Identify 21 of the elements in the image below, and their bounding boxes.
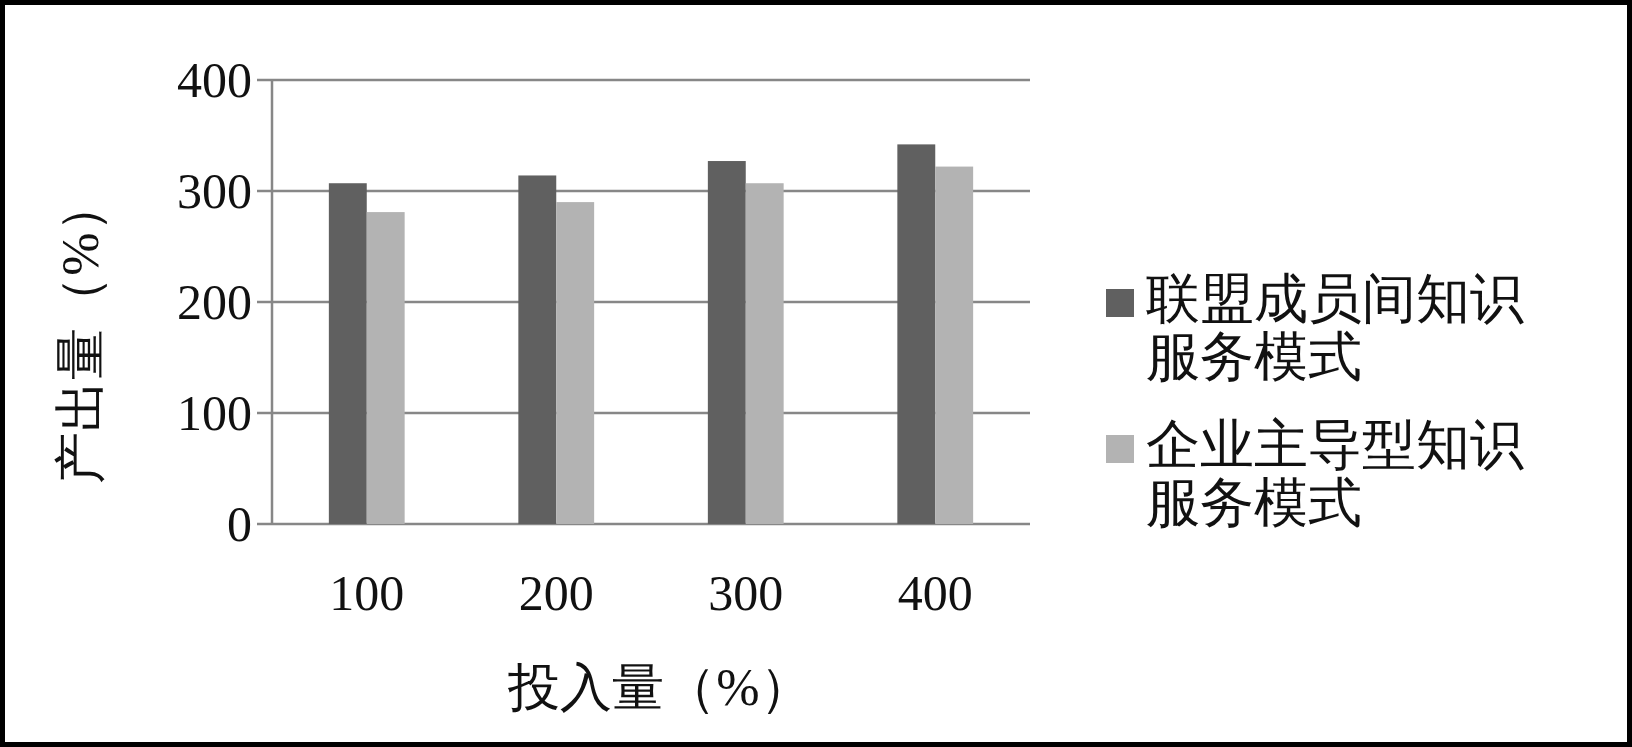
x-tick-label: 200	[518, 565, 594, 621]
bar	[556, 202, 595, 524]
x-tick-label: 400	[897, 565, 973, 621]
bar	[328, 183, 367, 524]
bar	[935, 166, 974, 524]
x-tick-label: 300	[708, 565, 784, 621]
legend-label: 联盟成员间知识服务模式	[1146, 269, 1524, 387]
bar	[366, 212, 405, 524]
bar	[707, 161, 746, 524]
x-tick-label: 100	[329, 565, 405, 621]
bar	[745, 183, 784, 524]
y-tick-label: 200	[177, 274, 252, 330]
y-tick-label: 100	[177, 385, 252, 441]
bar	[518, 175, 557, 524]
y-tick-label: 0	[227, 496, 252, 552]
legend-label: 企业主导型知识服务模式	[1146, 415, 1524, 533]
x-axis-title: 投入量（%）	[507, 659, 812, 716]
y-axis-title: 产出量（%）	[52, 180, 109, 484]
y-tick-label: 400	[177, 52, 252, 108]
bar	[897, 144, 936, 524]
y-tick-label: 300	[177, 163, 252, 219]
